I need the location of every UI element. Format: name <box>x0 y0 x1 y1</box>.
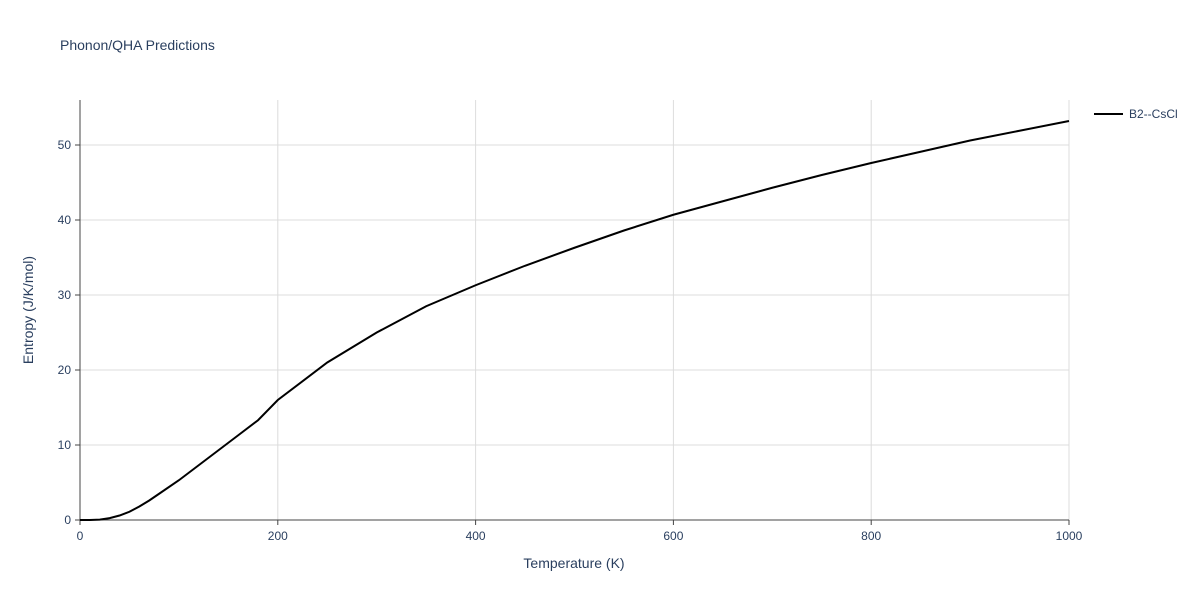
x-tick-label: 200 <box>268 529 288 543</box>
data-line <box>80 120 1070 521</box>
y-tick-label: 10 <box>58 438 72 452</box>
y-axis-title: Entropy (J/K/mol) <box>20 256 36 364</box>
x-tick-label: 1000 <box>1056 529 1083 543</box>
y-tick-label: 0 <box>64 513 71 527</box>
y-tick-label: 50 <box>58 138 72 152</box>
x-tick-label: 400 <box>466 529 486 543</box>
y-tick-label: 30 <box>58 288 72 302</box>
legend-label: B2--CsCl <box>1129 107 1178 121</box>
x-tick-label: 600 <box>663 529 683 543</box>
x-tick-label: 800 <box>861 529 881 543</box>
chart-title: Phonon/QHA Predictions <box>60 37 215 53</box>
x-tick-label: 0 <box>77 529 84 543</box>
x-axis-title: Temperature (K) <box>523 555 624 571</box>
y-tick-label: 20 <box>58 363 72 377</box>
y-tick-label: 40 <box>58 213 72 227</box>
